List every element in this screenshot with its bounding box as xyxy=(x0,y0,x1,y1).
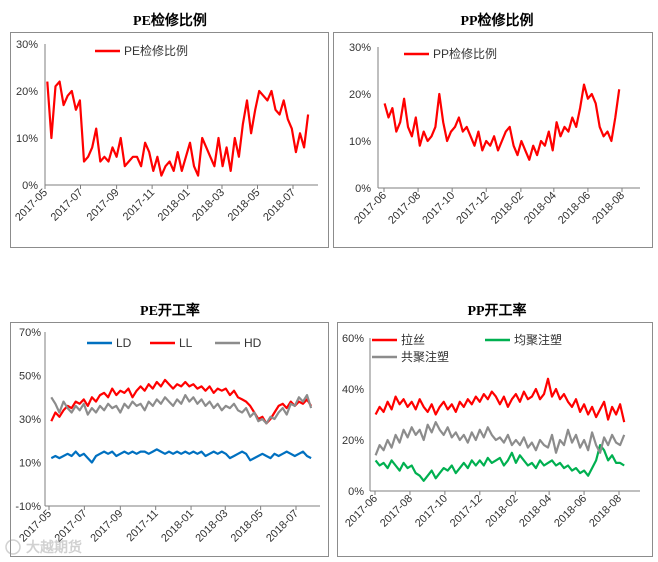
watermark-text: 大越期货 xyxy=(26,539,82,555)
legend-label-pp-maintenance: PP检修比例 xyxy=(433,46,497,61)
legend-label-pe-maintenance: PE检修比例 xyxy=(124,43,188,58)
chart-frame xyxy=(10,32,329,248)
series-line-pe-maintenance xyxy=(46,80,310,177)
chart-title: PP开工率 xyxy=(467,302,526,319)
y-tick-label: 20% xyxy=(16,86,38,98)
y-tick-label: 20% xyxy=(342,435,364,447)
y-tick-label: 40% xyxy=(342,384,364,396)
y-tick-label: 50% xyxy=(19,371,41,383)
series-line-pp-maintenance xyxy=(383,83,621,161)
y-tick-label: 70% xyxy=(19,327,41,339)
chart-frame xyxy=(10,322,329,557)
chart-pe-operating-rate: PE开工率-10%10%30%50%70%2017-052017-072017-… xyxy=(10,302,329,557)
series-line-copolymer-injection xyxy=(374,421,626,456)
y-tick-label: -10% xyxy=(15,501,41,513)
y-tick-label: 10% xyxy=(19,458,41,470)
chart-title: PE开工率 xyxy=(140,302,200,319)
chart-pp-operating-rate: PP开工率0%20%40%60%2017-062017-082017-10201… xyxy=(337,302,653,557)
series-line-ld xyxy=(50,448,312,464)
y-tick-label: 10% xyxy=(16,133,38,145)
series-line-hd xyxy=(50,394,313,425)
watermark-logo: 大越期货 xyxy=(5,539,82,555)
y-tick-label: 10% xyxy=(349,136,371,148)
legend-label-ld: LD xyxy=(116,336,132,350)
chart-title: PE检修比例 xyxy=(133,12,207,29)
y-tick-label: 20% xyxy=(349,89,371,101)
watermark-logo-icon xyxy=(5,539,21,555)
legend-label-copolymer-injection: 共聚注塑 xyxy=(401,349,449,364)
y-tick-label: 60% xyxy=(342,333,364,345)
legend-label-homopolymer-injection: 均聚注塑 xyxy=(514,332,562,347)
y-tick-label: 0% xyxy=(355,183,371,195)
chart-title: PP检修比例 xyxy=(460,12,533,29)
legend-label-ll: LL xyxy=(179,336,193,350)
y-tick-label: 30% xyxy=(16,39,38,51)
y-tick-label: 0% xyxy=(348,486,364,498)
y-tick-label: 30% xyxy=(349,42,371,54)
chart-pp-maintenance-ratio: PP检修比例0%10%20%30%2017-062017-082017-1020… xyxy=(333,12,653,248)
series-line-homopolymer-injection xyxy=(374,444,625,482)
legend-label-drawing-grade: 拉丝 xyxy=(401,332,425,347)
legend-label-hd: HD xyxy=(244,336,262,350)
y-tick-label: 0% xyxy=(22,180,38,192)
series-line-drawing-grade xyxy=(374,377,626,423)
y-tick-label: 30% xyxy=(19,414,41,426)
